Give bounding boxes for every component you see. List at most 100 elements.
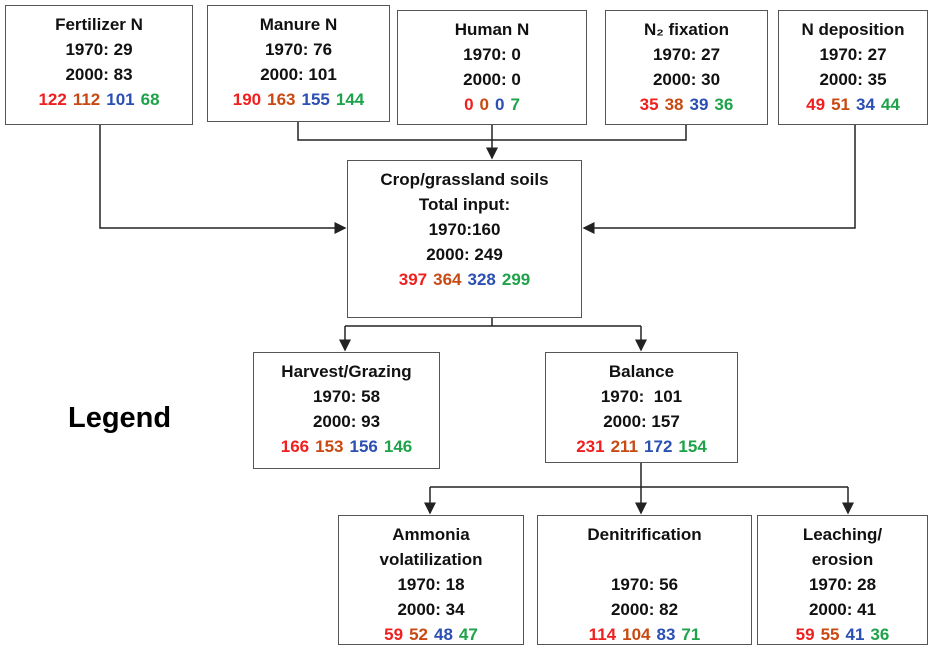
scenario-values: 122 112 101 68	[35, 87, 162, 112]
node-title: N deposition	[801, 20, 905, 39]
scenario-value: 112	[72, 90, 101, 109]
scenario-values: 114 104 83 71	[586, 622, 704, 647]
scenario-value: 36	[714, 95, 734, 114]
scenario-value: 153	[315, 437, 344, 456]
scenario-values: 231 211 172 154	[573, 434, 710, 459]
scenario-value: 114	[588, 625, 617, 644]
node-box: Manure N 1970: 76 2000: 101 190 163 155 144	[207, 5, 390, 122]
node-box: Balance 1970: 101 2000: 157 231 211 172 154	[545, 352, 738, 463]
year-value: 1970: 27	[652, 45, 721, 64]
scenario-value: 397	[398, 270, 428, 289]
scenario-value: 211	[610, 437, 639, 456]
node-title: Total input:	[418, 195, 511, 214]
year-value: 2000: 249	[426, 245, 503, 264]
scenario-value: 51	[831, 95, 850, 114]
scenario-value: 47	[458, 625, 478, 644]
scenario-value: 35	[639, 95, 659, 114]
scenario-value: 55	[820, 625, 840, 644]
year-value: 2000: 82	[610, 600, 679, 619]
scenario-value: 328	[467, 270, 496, 289]
node-box: Leaching/erosion 1970: 28 2000: 41 59 55 41 36	[757, 515, 928, 645]
scenario-value: 44	[880, 95, 900, 114]
year-value: 1970: 0	[463, 45, 521, 64]
node-title: Leaching/	[802, 525, 883, 544]
scenario-value: 41	[845, 625, 865, 644]
node-title: erosion	[811, 550, 874, 569]
year-value: 1970: 28	[808, 575, 877, 594]
year-value: 2000: 157	[603, 412, 680, 431]
year-value: 2000: 93	[312, 412, 381, 431]
year-value: 1970: 18	[397, 575, 465, 594]
scenario-value: 39	[689, 95, 709, 114]
year-value: 2000: 41	[808, 600, 877, 619]
year-value: 2000: 30	[652, 70, 721, 89]
legend-label: Legend	[68, 402, 172, 434]
scenario-value: 156	[349, 437, 378, 456]
scenario-value: 231	[576, 437, 605, 456]
scenario-values: 35 38 39 36	[637, 92, 737, 117]
node-title: Balance	[608, 362, 675, 381]
scenario-values: 190 163 155 144	[230, 87, 368, 112]
year-value: 1970: 29	[65, 40, 133, 59]
node-title: Harvest/Grazing	[281, 362, 412, 381]
scenario-value: 163	[267, 90, 296, 109]
node-box: Ammonia volatilization 1970: 18 2000: 34 59 5…	[338, 515, 524, 645]
scenario-value: 172	[644, 437, 673, 456]
scenario-value: 48	[434, 625, 453, 644]
node-title: Human N	[454, 20, 530, 39]
year-value: 1970: 76	[264, 40, 333, 59]
node-title: Denitrification	[587, 525, 702, 544]
scenario-value: 364	[433, 270, 462, 289]
node-title: N₂ fixation	[644, 20, 729, 39]
node-box: N₂ fixation 1970: 27 2000: 30 35 38 39 36	[605, 10, 768, 125]
node-box: Crop/grassland soils Total input: 1970:160…	[347, 160, 582, 318]
node-title: Crop/grassland soils	[380, 170, 549, 189]
year-value: 2000: 0	[463, 70, 521, 89]
scenario-value: 49	[806, 95, 826, 114]
scenario-value: 38	[664, 95, 684, 114]
node-box: Fertilizer N 1970: 29 2000: 83 122 112 101 68	[5, 5, 193, 125]
scenario-value: 0	[479, 95, 489, 114]
scenario-value: 104	[622, 625, 651, 644]
scenario-values: 59 55 41 36	[793, 622, 893, 647]
node-title: Fertilizer N	[55, 15, 143, 34]
year-value: 2000: 101	[260, 65, 337, 84]
node-title: Ammonia	[392, 525, 470, 544]
scenario-value: 52	[409, 625, 428, 644]
scenario-value: 155	[301, 90, 330, 109]
year-value: 2000: 34	[397, 600, 465, 619]
year-value: 1970:160	[428, 220, 501, 239]
scenario-value: 83	[656, 625, 676, 644]
scenario-values: 49 51 34 44	[803, 92, 903, 117]
year-value: 2000: 35	[819, 70, 887, 89]
scenario-value: 34	[856, 95, 875, 114]
scenario-values: 166 153 156 146	[278, 434, 416, 459]
scenario-value: 190	[232, 90, 262, 109]
year-value: 1970: 101	[600, 387, 683, 406]
scenario-value: 0	[495, 95, 505, 114]
scenario-value: 59	[795, 625, 815, 644]
scenario-value: 299	[501, 270, 531, 289]
scenario-values: 397 364 328 299	[396, 267, 534, 292]
scenario-value: 154	[678, 437, 707, 456]
scenario-value: 122	[38, 90, 67, 109]
scenario-value: 166	[280, 437, 310, 456]
node-title: Manure N	[259, 15, 338, 34]
scenario-value: 7	[510, 95, 520, 114]
node-box: N deposition 1970: 27 2000: 35 49 51 34 44	[778, 10, 928, 125]
year-value: 1970: 56	[610, 575, 679, 594]
node-box: Denitrification 1970: 56 2000: 82 114 104 83 7…	[537, 515, 752, 645]
scenario-value: 101	[106, 90, 135, 109]
scenario-value: 146	[383, 437, 413, 456]
scenario-value: 144	[335, 90, 365, 109]
scenario-value: 36	[870, 625, 890, 644]
scenario-value: 59	[384, 625, 404, 644]
node-title: volatilization	[379, 550, 483, 569]
scenario-value: 71	[681, 625, 701, 644]
scenario-value: 0	[464, 95, 474, 114]
scenario-values: 59 52 48 47	[381, 622, 481, 647]
